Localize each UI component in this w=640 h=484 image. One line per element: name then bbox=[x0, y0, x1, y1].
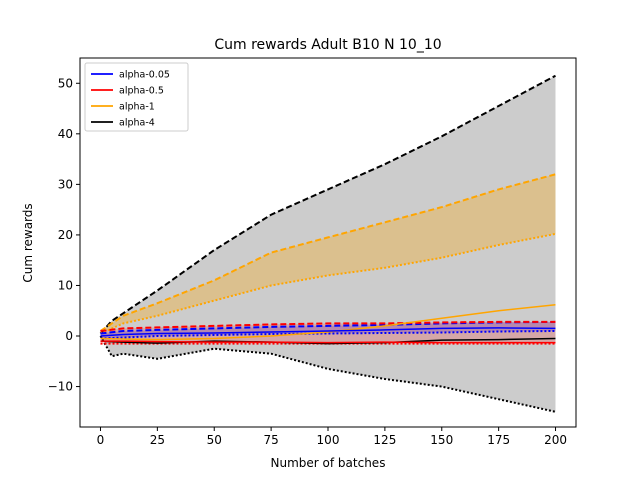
lower-bound-alpha-4 bbox=[99, 335, 556, 413]
y-tick-label: 20 bbox=[58, 228, 73, 242]
upper-bound-alpha-1 bbox=[99, 173, 556, 332]
series-lines bbox=[99, 74, 556, 413]
legend-label-alpha-4: alpha-4 bbox=[119, 118, 155, 129]
x-tick-label: 0 bbox=[97, 433, 105, 447]
legend-label-alpha-0.5: alpha-0.5 bbox=[119, 86, 164, 97]
upper-bound-alpha-4 bbox=[99, 74, 556, 335]
x-tick-label: 75 bbox=[263, 433, 278, 447]
x-tick-label: 200 bbox=[544, 433, 567, 447]
y-tick-label: 10 bbox=[58, 278, 73, 292]
x-tick-label: 125 bbox=[373, 433, 396, 447]
axes: 0 25 50 75 100 125 150 175 200 −10 0 10 20 30 40 50 bbox=[48, 57, 577, 447]
upper-bound-alpha-0.5 bbox=[100, 320, 556, 332]
legend-label-alpha-1: alpha-1 bbox=[119, 102, 155, 113]
y-tick-label: 40 bbox=[58, 127, 73, 141]
x-tick-label: 25 bbox=[150, 433, 165, 447]
legend-box bbox=[84, 62, 189, 132]
x-tick-label: 150 bbox=[430, 433, 453, 447]
x-tick-label: 175 bbox=[487, 433, 510, 447]
y-tick-label: 30 bbox=[58, 177, 73, 191]
y-axis-label: Cum rewards bbox=[21, 203, 35, 282]
legend: alpha-0.05 alpha-0.5 alpha-1 alpha-4 bbox=[84, 62, 189, 132]
y-tick-label: 50 bbox=[58, 76, 73, 90]
y-tick-label: −10 bbox=[48, 380, 73, 394]
x-tick-label: 50 bbox=[207, 433, 222, 447]
chart-title: Cum rewards Adult B10 N 10_10 bbox=[214, 37, 441, 53]
y-tick-label: 0 bbox=[65, 329, 73, 343]
mean-line-alpha-0.05 bbox=[100, 327, 556, 337]
legend-label-alpha-0.05: alpha-0.05 bbox=[119, 70, 170, 81]
mean-line-alpha-0.5 bbox=[100, 340, 556, 344]
lower-bound-alpha-0.05 bbox=[100, 330, 556, 340]
x-axis-label: Number of batches bbox=[271, 456, 386, 470]
mean-line-alpha-1 bbox=[100, 303, 556, 341]
x-tick-label: 100 bbox=[317, 433, 340, 447]
band-alpha-1 bbox=[100, 174, 556, 334]
